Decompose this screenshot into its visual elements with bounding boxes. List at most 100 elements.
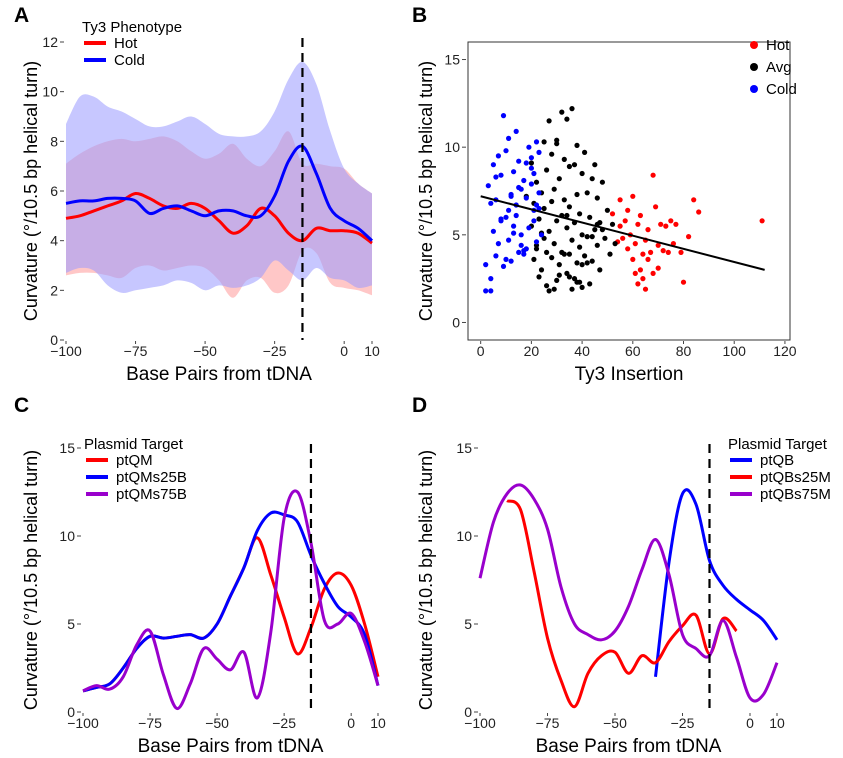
- point-cold: [495, 241, 501, 247]
- point-hot: [625, 207, 631, 213]
- point-avg: [561, 197, 567, 203]
- point-avg: [599, 179, 606, 185]
- panel-label: C: [14, 394, 29, 417]
- point-cold: [488, 276, 494, 282]
- point-cold: [516, 158, 522, 164]
- point-hot: [609, 211, 616, 217]
- point-avg: [561, 156, 567, 162]
- series-cold-ribbon: [66, 61, 372, 293]
- panel-c: C Curvature (°/10.5 bp helical turn) Base …: [14, 394, 386, 757]
- point-avg: [549, 255, 555, 261]
- point-cold: [503, 148, 509, 154]
- x-tick-label: −50: [205, 715, 229, 731]
- point-cold: [533, 239, 540, 245]
- point-avg: [536, 216, 542, 222]
- x-tick-label: 0: [340, 343, 348, 359]
- y-tick-label: 15: [444, 52, 460, 68]
- x-tick-label: 100: [723, 343, 747, 359]
- legend-entry: Cold: [114, 52, 145, 69]
- point-avg: [566, 204, 573, 210]
- point-hot: [650, 270, 656, 276]
- legend-swatch: [750, 85, 758, 93]
- legend-title: Ty3 Phenotype: [82, 19, 182, 36]
- point-hot: [673, 221, 679, 227]
- point-cold: [513, 212, 519, 219]
- series-ptqbs75m-line: [478, 483, 779, 703]
- legend-swatch: [750, 41, 758, 49]
- point-hot: [665, 249, 671, 255]
- point-avg: [577, 279, 583, 285]
- panel-label: A: [14, 4, 29, 27]
- point-cold: [523, 195, 529, 201]
- x-tick-label: −25: [272, 715, 296, 731]
- point-hot: [630, 256, 636, 262]
- y-tick-label: 8: [50, 133, 58, 149]
- point-hot: [668, 218, 674, 224]
- point-cold: [488, 200, 494, 206]
- point-cold: [518, 242, 524, 248]
- point-hot: [680, 279, 687, 285]
- point-avg: [549, 198, 555, 205]
- point-avg: [579, 284, 585, 290]
- y-tick-label: 6: [50, 183, 58, 199]
- point-cold: [500, 113, 507, 119]
- point-avg: [589, 258, 595, 264]
- point-avg: [554, 277, 560, 283]
- x-tick-label: 10: [364, 343, 380, 359]
- legend-entry: ptQBs75M: [760, 486, 831, 503]
- point-cold: [531, 218, 537, 224]
- point-hot: [635, 221, 641, 227]
- point-hot: [640, 251, 646, 257]
- point-avg: [544, 167, 550, 173]
- point-cold: [490, 228, 496, 234]
- point-avg: [554, 218, 560, 224]
- point-cold: [483, 288, 489, 294]
- x-tick-label: 40: [574, 343, 590, 359]
- point-cold: [483, 262, 489, 268]
- point-cold: [506, 135, 512, 141]
- regression-line: [480, 195, 765, 271]
- point-cold: [538, 232, 545, 238]
- y-tick-label: 0: [464, 704, 472, 720]
- point-cold: [518, 232, 524, 238]
- legend-entry: Avg: [766, 59, 792, 76]
- y-tick-label: 10: [456, 528, 472, 544]
- y-tick-label: 5: [67, 616, 75, 632]
- point-avg: [536, 274, 542, 280]
- legend-title: Plasmid Target: [84, 436, 184, 453]
- point-avg: [566, 163, 573, 170]
- point-avg: [607, 251, 613, 257]
- point-avg: [546, 288, 552, 294]
- point-avg: [574, 260, 580, 266]
- x-tick-label: −100: [50, 343, 82, 359]
- point-avg: [604, 207, 611, 213]
- point-avg: [569, 286, 575, 292]
- point-avg: [551, 286, 557, 292]
- point-cold: [526, 144, 532, 150]
- point-avg: [587, 214, 593, 220]
- x-tick-label: −25: [263, 343, 287, 359]
- legend-entry: ptQBs25M: [760, 469, 831, 486]
- point-cold: [521, 177, 527, 184]
- x-tick-label: 0: [347, 715, 355, 731]
- y-tick-label: 0: [67, 704, 75, 720]
- point-avg: [544, 283, 550, 289]
- x-tick-label: −100: [464, 715, 496, 731]
- point-avg: [597, 267, 603, 273]
- point-cold: [503, 256, 509, 262]
- panel-a: A Curvature (°/10.5 bp helical turn) Base …: [14, 4, 380, 385]
- series-hot-line: [65, 191, 373, 245]
- x-tick-label: −100: [67, 715, 99, 731]
- point-avg: [612, 241, 618, 247]
- point-cold: [516, 184, 522, 191]
- x-axis-label: Base Pairs from tDNA: [126, 364, 312, 385]
- point-avg: [556, 262, 562, 268]
- point-hot: [620, 235, 626, 241]
- x-tick-label: 10: [370, 715, 386, 731]
- x-tick-label: 0: [746, 715, 754, 731]
- x-tick-label: 20: [524, 343, 540, 359]
- point-hot: [617, 197, 623, 203]
- point-avg: [579, 170, 585, 177]
- point-hot: [696, 209, 702, 215]
